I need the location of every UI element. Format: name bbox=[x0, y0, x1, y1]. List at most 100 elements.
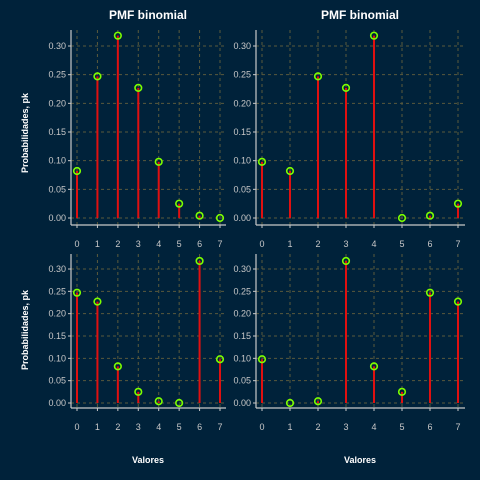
y-tick-label: 0.10 bbox=[233, 156, 251, 166]
stem-marker bbox=[369, 362, 379, 371]
stem-marker bbox=[285, 398, 295, 408]
y-tick-label: 0.20 bbox=[233, 309, 251, 319]
y-tick-label: 0.00 bbox=[233, 213, 251, 223]
y-tick-label: 0.30 bbox=[233, 41, 251, 51]
x-tick-label: 7 bbox=[217, 239, 222, 249]
stem-marker bbox=[313, 72, 323, 81]
panel-1: 0.00 0.05 0.10 0.15 0.20 0.25 0.30 0 1 2 3 4 5 6 7 bbox=[48, 30, 226, 249]
y-tick-label: 0.15 bbox=[48, 127, 66, 137]
panel-2-title: PMF binomial bbox=[321, 8, 399, 22]
stem-marker bbox=[397, 387, 407, 396]
y-tick-label: 0.25 bbox=[48, 286, 66, 296]
stem-marker bbox=[134, 83, 143, 92]
stem-marker bbox=[215, 213, 225, 223]
stem-marker bbox=[134, 387, 143, 396]
x-tick-label: 0 bbox=[259, 239, 264, 249]
x-tick-label: 1 bbox=[95, 239, 100, 249]
y-tick-label: 0.25 bbox=[233, 70, 251, 80]
stem-marker bbox=[72, 288, 82, 297]
y-tick-label: 0.05 bbox=[48, 184, 66, 194]
y-tick-label: 0.05 bbox=[48, 376, 66, 386]
stem-marker bbox=[113, 31, 122, 40]
stem-marker bbox=[341, 256, 351, 266]
stem-marker bbox=[257, 355, 267, 364]
stem-marker bbox=[397, 213, 407, 223]
x-tick-label: 5 bbox=[177, 422, 182, 432]
x-tick-label: 7 bbox=[217, 422, 222, 432]
x-tick-label: 2 bbox=[315, 422, 320, 432]
stem-marker bbox=[93, 297, 102, 306]
panel-4-xlabel: Valores bbox=[344, 455, 376, 465]
x-tick-label: 1 bbox=[287, 239, 292, 249]
x-tick-label: 2 bbox=[115, 239, 120, 249]
stem-marker bbox=[425, 288, 435, 297]
stem-marker bbox=[257, 157, 267, 166]
x-tick-label: 7 bbox=[455, 422, 460, 432]
y-tick-label: 0.20 bbox=[48, 98, 66, 108]
panel-3-xlabel: Valores bbox=[132, 455, 164, 465]
x-tick-label: 1 bbox=[95, 422, 100, 432]
y-tick-label: 0.10 bbox=[48, 353, 66, 363]
panel-4: 0.00 0.05 0.10 0.15 0.20 0.25 0.30 0 1 2 3 4 5 6 7 bbox=[233, 254, 465, 432]
x-tick-label: 4 bbox=[156, 422, 161, 432]
panel-2: 0.00 0.05 0.10 0.15 0.20 0.25 0.30 0 1 2 3 4 5 6 7 bbox=[233, 30, 465, 249]
stem-marker bbox=[175, 199, 184, 208]
stem-marker bbox=[175, 398, 184, 408]
stem-marker bbox=[453, 297, 463, 306]
stem-marker bbox=[313, 397, 323, 406]
x-tick-label: 5 bbox=[399, 422, 404, 432]
stem-marker bbox=[93, 72, 102, 81]
x-tick-label: 4 bbox=[371, 239, 376, 249]
y-tick-label: 0.00 bbox=[48, 398, 66, 408]
x-tick-label: 6 bbox=[197, 422, 202, 432]
x-tick-label: 3 bbox=[136, 422, 141, 432]
x-tick-label: 6 bbox=[427, 239, 432, 249]
stem-marker bbox=[215, 355, 225, 364]
x-tick-label: 0 bbox=[74, 239, 79, 249]
x-tick-label: 3 bbox=[343, 422, 348, 432]
x-tick-label: 3 bbox=[136, 239, 141, 249]
stem-marker bbox=[195, 256, 204, 266]
stem-marker bbox=[341, 83, 351, 92]
y-tick-label: 0.00 bbox=[233, 398, 251, 408]
y-tick-label: 0.05 bbox=[233, 184, 251, 194]
x-tick-label: 5 bbox=[399, 239, 404, 249]
stem-marker bbox=[154, 157, 163, 166]
y-tick-label: 0.20 bbox=[48, 309, 66, 319]
stem-marker bbox=[195, 211, 204, 220]
panel-1-title: PMF binomial bbox=[109, 8, 187, 22]
y-tick-label: 0.10 bbox=[233, 353, 251, 363]
y-tick-label: 0.30 bbox=[48, 264, 66, 274]
y-tick-label: 0.30 bbox=[48, 41, 66, 51]
x-tick-label: 1 bbox=[287, 422, 292, 432]
stem-marker bbox=[425, 211, 435, 220]
y-tick-label: 0.25 bbox=[48, 70, 66, 80]
x-tick-label: 2 bbox=[315, 239, 320, 249]
panel-3: 0.00 0.05 0.10 0.15 0.20 0.25 0.30 0 1 2 3 4 5 6 7 bbox=[48, 254, 226, 432]
x-tick-label: 0 bbox=[259, 422, 264, 432]
y-tick-label: 0.30 bbox=[233, 264, 251, 274]
x-tick-label: 5 bbox=[177, 239, 182, 249]
y-tick-label: 0.15 bbox=[233, 331, 251, 341]
stem-marker bbox=[154, 397, 163, 406]
y-tick-label: 0.25 bbox=[233, 286, 251, 296]
x-tick-label: 7 bbox=[455, 239, 460, 249]
x-tick-label: 6 bbox=[427, 422, 432, 432]
x-tick-label: 0 bbox=[74, 422, 79, 432]
stem-marker bbox=[113, 362, 122, 371]
y-tick-label: 0.15 bbox=[233, 127, 251, 137]
x-tick-label: 3 bbox=[343, 239, 348, 249]
y-tick-label: 0.20 bbox=[233, 98, 251, 108]
x-tick-label: 4 bbox=[371, 422, 376, 432]
y-tick-label: 0.15 bbox=[48, 331, 66, 341]
stem-marker bbox=[369, 31, 379, 40]
panel-1-ylabel: Probabilidades, pk bbox=[20, 92, 30, 173]
y-tick-label: 0.10 bbox=[48, 156, 66, 166]
y-tick-label: 0.00 bbox=[48, 213, 66, 223]
stem-marker bbox=[285, 166, 295, 176]
x-tick-label: 4 bbox=[156, 239, 161, 249]
panel-3-ylabel: Probabilidades, pk bbox=[20, 289, 30, 370]
stem-marker bbox=[453, 199, 463, 208]
